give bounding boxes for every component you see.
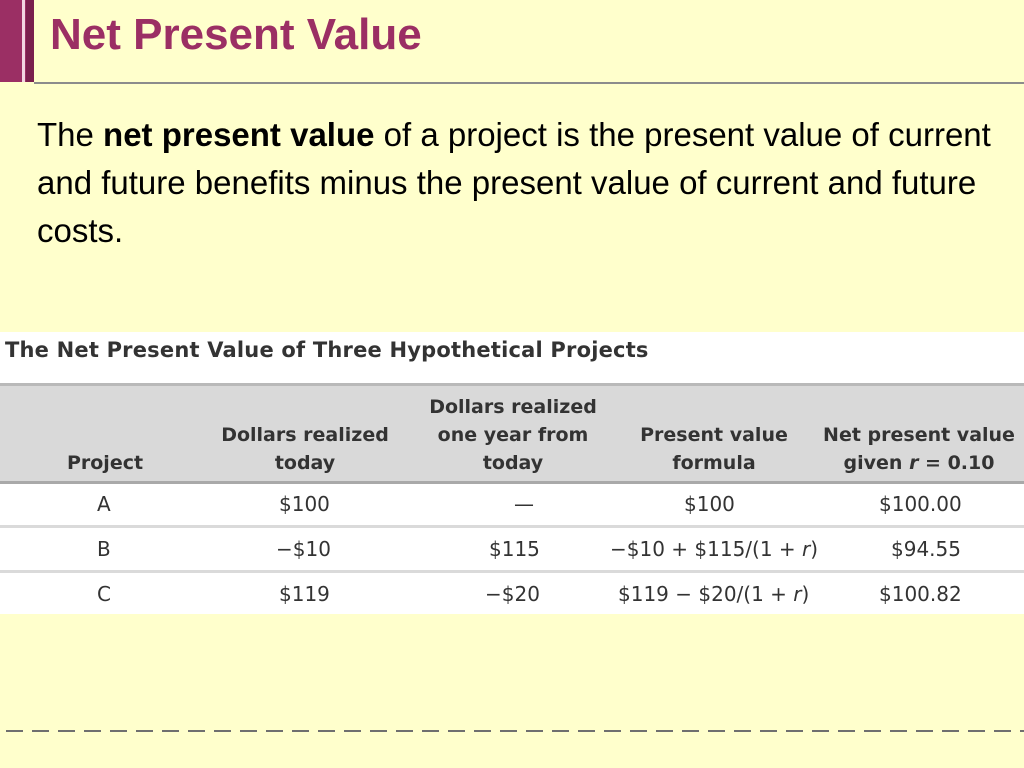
cell-formula: $119 − $20/(1 + r)	[618, 582, 809, 606]
cell-future: $115	[489, 537, 540, 561]
header-future: Dollars realized one year from today	[412, 393, 614, 477]
formula-close: )	[810, 537, 819, 561]
cell-formula: $100	[684, 492, 735, 516]
formula-var: r	[793, 582, 802, 606]
paragraph-rest: of a project is the present value of cur…	[37, 116, 991, 249]
footer-dashed-divider	[6, 730, 1024, 732]
header-npv-given: given	[843, 452, 910, 474]
header-npv-line2: given r = 0.10	[814, 449, 1024, 477]
npv-table: The Net Present Value of Three Hypotheti…	[0, 332, 1024, 614]
header-today-line2: today	[274, 452, 336, 474]
header-formula-line1: Present value	[640, 424, 788, 446]
cell-npv: $94.55	[891, 537, 961, 561]
cell-today: $119	[279, 582, 330, 606]
table-row: A $100 — $100 $100.00	[0, 484, 1024, 528]
cell-today: −$10	[276, 537, 331, 561]
header-project: Project	[66, 452, 144, 474]
slide-title: Net Present Value	[50, 10, 422, 59]
formula-close: )	[801, 582, 810, 606]
cell-project: A	[97, 492, 111, 516]
title-divider	[34, 82, 1024, 84]
cell-formula: −$10 + $115/(1 + r)	[610, 537, 818, 561]
formula-text: $119 − $20/(1 +	[618, 582, 794, 606]
formula-text: −$10 + $115/(1 +	[610, 537, 803, 561]
formula-var: r	[802, 537, 811, 561]
table-caption: The Net Present Value of Three Hypotheti…	[5, 338, 649, 362]
cell-project: B	[97, 537, 111, 561]
title-accent-bar-inner	[26, 0, 34, 82]
header-future-line1: Dollars realized	[429, 396, 597, 418]
definition-paragraph: The net present value of a project is th…	[37, 111, 997, 255]
formula-text: $100	[684, 492, 735, 516]
header-today-line1: Dollars realized	[221, 424, 389, 446]
header-formula: Present value formula	[624, 421, 804, 477]
header-npv-line1: Net present value	[823, 424, 1015, 446]
cell-future: —	[514, 492, 534, 516]
cell-today: $100	[279, 492, 330, 516]
header-today: Dollars realized today	[205, 421, 405, 477]
cell-project: C	[97, 582, 111, 606]
header-future-line2: one year from	[437, 424, 589, 446]
table-row: C $119 −$20 $119 − $20/(1 + r) $100.82	[0, 574, 1024, 618]
header-npv: Net present value given r = 0.10	[814, 421, 1024, 477]
header-formula-line2: formula	[672, 452, 756, 474]
table-header: Project Dollars realized today Dollars r…	[0, 383, 1024, 484]
cell-future: −$20	[485, 582, 540, 606]
header-npv-rate: = 0.10	[918, 452, 995, 474]
header-future-line3: today	[482, 452, 544, 474]
cell-npv: $100.82	[879, 582, 962, 606]
header-npv-var: r	[909, 452, 919, 474]
table-row: B −$10 $115 −$10 + $115/(1 + r) $94.55	[0, 529, 1024, 573]
paragraph-lead: The	[37, 116, 104, 153]
cell-npv: $100.00	[879, 492, 962, 516]
title-accent-stripe	[22, 0, 25, 82]
paragraph-term: net present value	[103, 116, 375, 153]
